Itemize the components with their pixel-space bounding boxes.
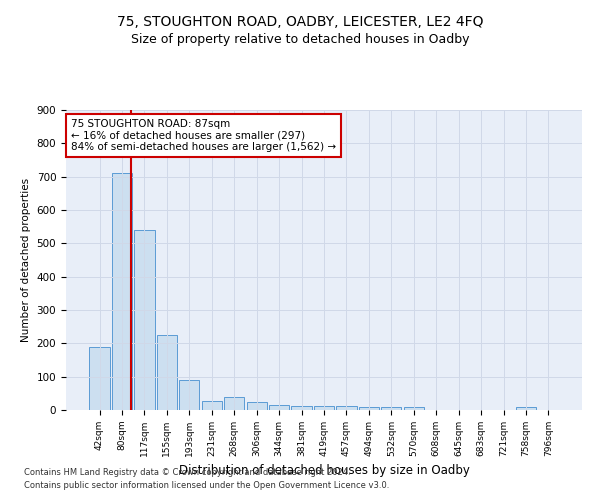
Y-axis label: Number of detached properties: Number of detached properties bbox=[21, 178, 31, 342]
Bar bbox=[404, 408, 424, 410]
Bar bbox=[292, 406, 311, 410]
X-axis label: Distribution of detached houses by size in Oadby: Distribution of detached houses by size … bbox=[179, 464, 469, 477]
Bar bbox=[224, 398, 244, 410]
Text: 75, STOUGHTON ROAD, OADBY, LEICESTER, LE2 4FQ: 75, STOUGHTON ROAD, OADBY, LEICESTER, LE… bbox=[117, 15, 483, 29]
Bar bbox=[112, 174, 132, 410]
Bar bbox=[359, 406, 379, 410]
Bar bbox=[314, 406, 334, 410]
Text: 75 STOUGHTON ROAD: 87sqm
← 16% of detached houses are smaller (297)
84% of semi-: 75 STOUGHTON ROAD: 87sqm ← 16% of detach… bbox=[71, 119, 336, 152]
Text: Contains public sector information licensed under the Open Government Licence v3: Contains public sector information licen… bbox=[24, 480, 389, 490]
Bar bbox=[337, 406, 356, 410]
Bar bbox=[157, 335, 177, 410]
Bar bbox=[202, 401, 222, 410]
Text: Size of property relative to detached houses in Oadby: Size of property relative to detached ho… bbox=[131, 32, 469, 46]
Bar bbox=[269, 406, 289, 410]
Text: Contains HM Land Registry data © Crown copyright and database right 2024.: Contains HM Land Registry data © Crown c… bbox=[24, 468, 350, 477]
Bar bbox=[516, 408, 536, 410]
Bar bbox=[134, 230, 155, 410]
Bar bbox=[247, 402, 267, 410]
Bar bbox=[381, 406, 401, 410]
Bar bbox=[89, 346, 110, 410]
Bar bbox=[179, 380, 199, 410]
